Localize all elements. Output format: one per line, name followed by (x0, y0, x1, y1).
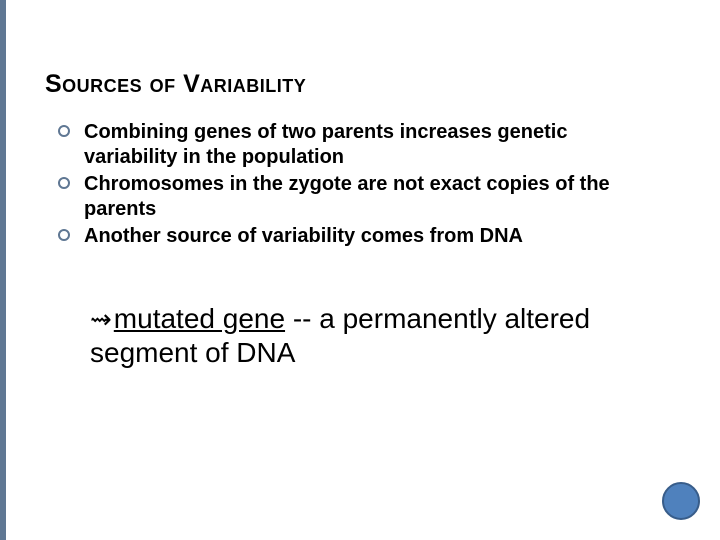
bullet-ring-icon (58, 177, 70, 189)
bullet-text: Chromosomes in the zygote are not exact … (84, 172, 658, 222)
bullet-text: Combining genes of two parents increases… (84, 120, 658, 170)
slide: Sources of Variability Combining genes o… (0, 0, 720, 540)
bullet-list: Combining genes of two parents increases… (58, 120, 658, 251)
corner-decoration-icon (662, 482, 700, 520)
slide-title: Sources of Variability (45, 70, 306, 99)
list-item: Another source of variability comes from… (58, 224, 658, 249)
bullet-ring-icon (58, 125, 70, 137)
underlined-term: mutated gene (114, 303, 285, 334)
list-item: Combining genes of two parents increases… (58, 120, 658, 170)
bullet-ring-icon (58, 229, 70, 241)
arrow-icon: ⇝ (90, 304, 112, 335)
bullet-text: Another source of variability comes from… (84, 224, 523, 249)
sub-point: ⇝mutated gene -- a permanently altered s… (90, 302, 650, 369)
left-accent-bar (0, 0, 6, 540)
list-item: Chromosomes in the zygote are not exact … (58, 172, 658, 222)
